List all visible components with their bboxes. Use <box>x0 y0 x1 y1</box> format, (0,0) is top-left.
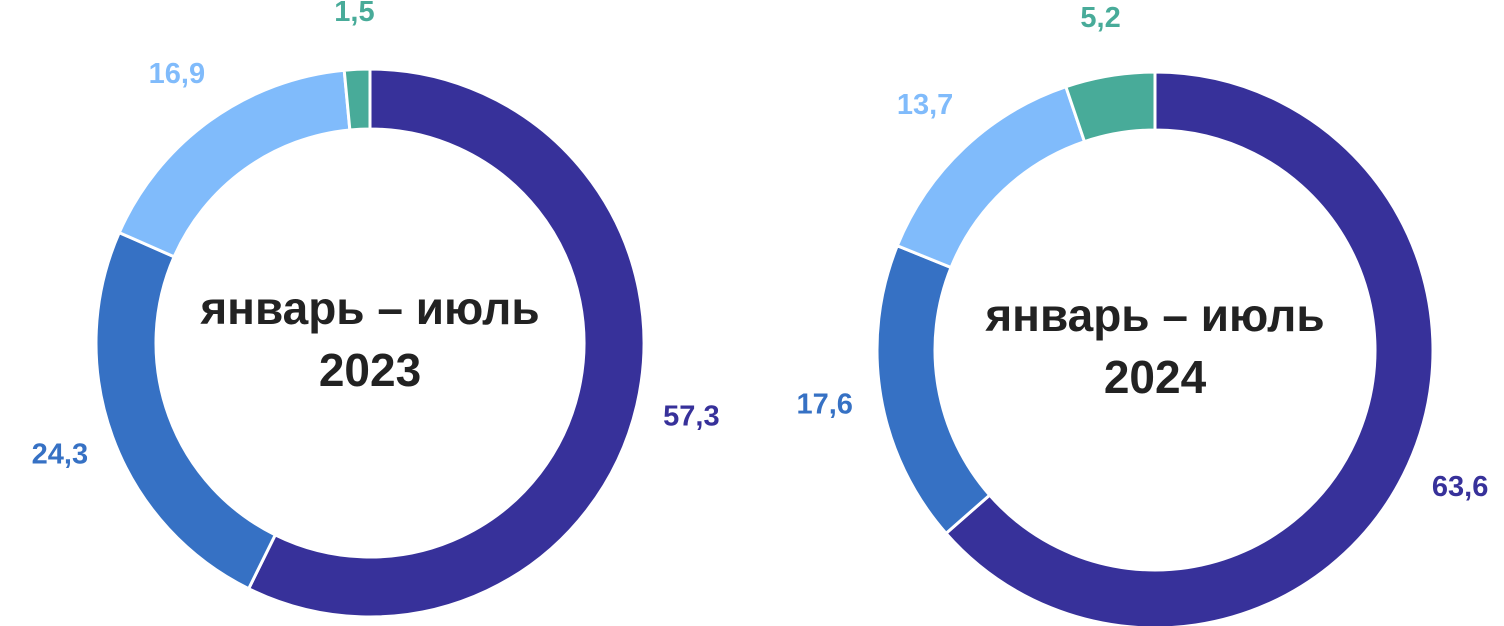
center-label: 2023 <box>319 344 421 396</box>
data-label: 13,7 <box>897 89 953 121</box>
center-label: январь – июль <box>199 282 539 334</box>
center-label: 2024 <box>1104 351 1207 403</box>
donut-slice <box>117 68 352 259</box>
donut-slice <box>875 243 992 536</box>
data-label: 63,6 <box>1432 471 1488 503</box>
donut-slice <box>943 70 1435 626</box>
donut-slice <box>246 67 646 619</box>
data-label: 24,3 <box>32 438 88 470</box>
data-label: 1,5 <box>334 0 374 28</box>
data-label: 5,2 <box>1080 2 1120 34</box>
center-label: январь – июль <box>984 289 1324 341</box>
data-label: 57,3 <box>663 401 719 433</box>
donut-slice <box>342 67 372 132</box>
data-label: 16,9 <box>149 58 205 90</box>
data-label: 17,6 <box>796 389 852 421</box>
donut-slice <box>1063 70 1157 144</box>
